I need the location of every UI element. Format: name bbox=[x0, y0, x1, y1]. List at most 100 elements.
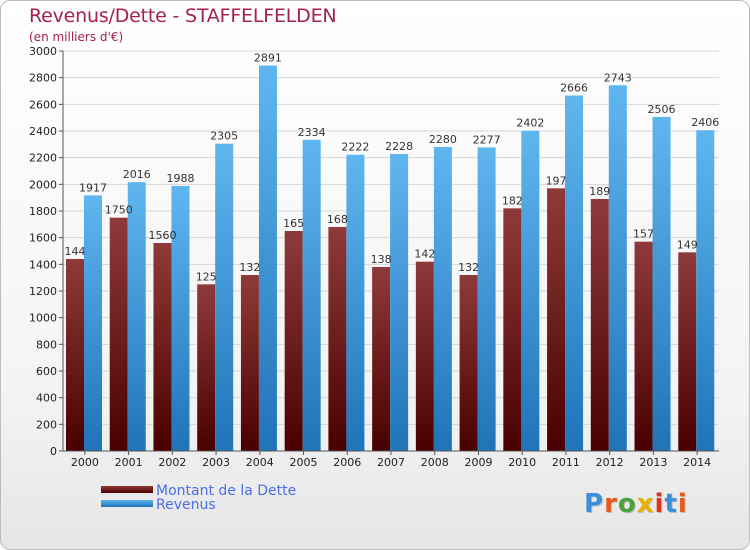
bar-debt bbox=[66, 259, 84, 451]
bar-debt bbox=[547, 188, 566, 452]
data-label-revenue: 1917 bbox=[79, 181, 107, 194]
data-label-debt: 125 bbox=[196, 270, 217, 283]
y-tick-label: 2400 bbox=[29, 125, 57, 138]
data-label-revenue: 2666 bbox=[560, 82, 588, 95]
legend-swatch-revenue bbox=[101, 500, 153, 507]
y-tick-label: 2600 bbox=[29, 98, 57, 111]
data-label-revenue: 1988 bbox=[166, 172, 194, 185]
bar-revenue bbox=[521, 130, 540, 451]
x-tick-label: 2001 bbox=[115, 456, 143, 469]
bar-debt bbox=[240, 275, 259, 451]
y-tick-label: 1000 bbox=[29, 312, 57, 325]
bar-revenue bbox=[171, 185, 190, 451]
bar-revenue bbox=[258, 65, 277, 452]
x-tick-label: 2003 bbox=[202, 456, 230, 469]
data-label-revenue: 2743 bbox=[604, 71, 632, 84]
logo-letter: o bbox=[617, 489, 637, 519]
y-tick-label: 400 bbox=[36, 392, 57, 405]
bar-debt bbox=[678, 252, 697, 451]
y-tick-label: 1600 bbox=[29, 232, 57, 245]
data-labels: 144 1917 1750 2016 1560 1988 125 2305 132 2891 165… bbox=[65, 52, 720, 284]
data-label-revenue: 2406 bbox=[691, 116, 719, 129]
bar-debt bbox=[328, 227, 347, 451]
bar-revenue bbox=[302, 139, 321, 452]
y-tick-label: 2800 bbox=[29, 72, 57, 85]
y-tick-label: 600 bbox=[36, 365, 57, 378]
y-tick-label: 2000 bbox=[29, 178, 57, 191]
logo-letter: r bbox=[604, 489, 618, 519]
x-tick-label: 2013 bbox=[639, 456, 667, 469]
bar-revenue bbox=[433, 147, 452, 451]
data-label-revenue: 2891 bbox=[254, 52, 282, 65]
legend-label-revenue: Revenus bbox=[156, 497, 216, 513]
bar-revenue bbox=[565, 95, 584, 452]
y-tick-label: 800 bbox=[36, 338, 57, 351]
bar-revenue bbox=[608, 85, 627, 452]
x-tick-label: 2008 bbox=[421, 456, 449, 469]
data-label-revenue: 2334 bbox=[298, 126, 326, 139]
data-label-revenue: 2228 bbox=[385, 140, 413, 153]
x-tick-label: 2002 bbox=[158, 456, 186, 469]
data-label-revenue: 2506 bbox=[648, 103, 676, 116]
data-label-debt: 144 bbox=[65, 245, 86, 258]
x-tick-label: 2007 bbox=[377, 456, 405, 469]
data-label-debt: 1750 bbox=[105, 204, 133, 217]
bar-debt bbox=[153, 243, 172, 451]
x-tick-label: 2004 bbox=[246, 456, 274, 469]
x-tick-label: 2014 bbox=[683, 456, 711, 469]
bar-debt bbox=[197, 284, 216, 451]
data-label-revenue: 2402 bbox=[516, 117, 544, 130]
data-label-debt: 189 bbox=[589, 185, 610, 198]
x-tick-label: 2011 bbox=[552, 456, 580, 469]
chart-title: Revenus/Dette - STAFFELFELDEN bbox=[29, 5, 337, 27]
bar-debt bbox=[372, 267, 391, 451]
proxiti-logo: Proxiti bbox=[584, 489, 688, 519]
data-label-debt: 168 bbox=[327, 213, 348, 226]
bar-revenue bbox=[215, 143, 234, 451]
data-label-revenue: 2305 bbox=[210, 130, 238, 143]
bar-debt bbox=[109, 217, 128, 451]
logo-letter: i bbox=[654, 489, 665, 519]
x-tick-label: 2005 bbox=[290, 456, 318, 469]
bar-debt bbox=[284, 231, 303, 451]
bar-revenue bbox=[477, 147, 496, 451]
bar-revenue bbox=[652, 116, 671, 451]
y-axis-ticks: 0 200 400 600 800 1000 1200 1400 1600 1800 2000 220… bbox=[29, 45, 63, 458]
bars bbox=[66, 65, 715, 452]
data-label-revenue: 2016 bbox=[123, 168, 151, 181]
legend-swatch-debt bbox=[101, 486, 153, 493]
bar-debt bbox=[503, 208, 522, 451]
bar-revenue bbox=[696, 130, 715, 451]
y-tick-label: 1200 bbox=[29, 285, 57, 298]
data-label-revenue: 2280 bbox=[429, 133, 457, 146]
x-tick-label: 2000 bbox=[71, 456, 99, 469]
y-tick-label: 1800 bbox=[29, 205, 57, 218]
y-tick-label: 1400 bbox=[29, 258, 57, 271]
bar-revenue bbox=[390, 153, 409, 451]
bar-revenue bbox=[84, 195, 102, 451]
y-tick-label: 0 bbox=[50, 445, 57, 458]
bar-revenue bbox=[127, 182, 146, 451]
data-label-debt: 132 bbox=[458, 261, 479, 274]
legend-label-debt: Montant de la Dette bbox=[156, 483, 297, 499]
data-label-debt: 142 bbox=[414, 248, 435, 261]
data-label-debt: 1560 bbox=[148, 229, 176, 242]
bar-debt bbox=[459, 275, 478, 451]
logo-letter: t bbox=[664, 489, 678, 519]
data-label-debt: 132 bbox=[239, 261, 260, 274]
y-tick-label: 3000 bbox=[29, 45, 57, 58]
logo-letter: x bbox=[636, 489, 655, 519]
data-label-revenue: 2277 bbox=[473, 133, 501, 146]
data-label-debt: 149 bbox=[677, 238, 698, 251]
data-label-debt: 197 bbox=[546, 174, 567, 187]
bar-debt bbox=[415, 261, 434, 451]
data-label-debt: 165 bbox=[283, 217, 304, 230]
logo-letter: P bbox=[584, 489, 605, 519]
x-axis-ticks: 2000 2001 2002 2003 2004 2005 2006 2007 2008 2009… bbox=[71, 451, 711, 469]
data-label-debt: 157 bbox=[633, 228, 654, 241]
bar-debt bbox=[590, 199, 609, 451]
data-label-debt: 138 bbox=[371, 253, 392, 266]
x-tick-label: 2009 bbox=[464, 456, 492, 469]
